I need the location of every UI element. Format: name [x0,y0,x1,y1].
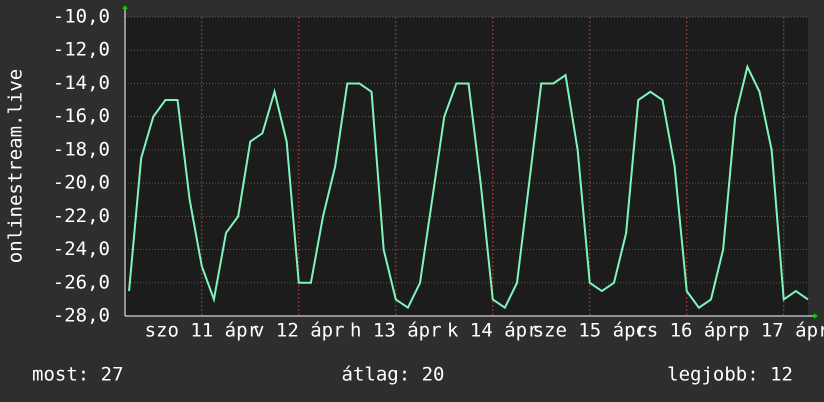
y-axis-label: onlinestream.live [5,69,27,263]
x-tick-label: v 12 ápr [253,320,345,342]
footer-current: most: 27 [32,364,124,386]
x-tick-label: k 14 ápr [447,320,539,342]
axis-arrow [122,5,128,9]
x-tick-label: p 17 ápr [738,320,824,342]
y-tick-label: -22,0 [53,205,110,227]
y-tick-label: -24,0 [53,238,110,260]
axis-arrow [814,313,818,319]
footer-average: átlag: 20 [342,364,445,386]
y-tick-label: -12,0 [53,39,110,61]
x-tick-label: h 13 ápr [350,320,442,342]
y-tick-label: -20,0 [53,172,110,194]
y-tick-label: -16,0 [53,105,110,127]
plot-area [125,17,808,316]
y-tick-label: -14,0 [53,72,110,94]
y-tick-label: -18,0 [53,138,110,160]
x-tick-label: szo 11 ápr [145,320,259,342]
y-tick-label: -26,0 [53,271,110,293]
x-tick-label: cs 16 ápr [635,320,738,342]
x-tick-label: sze 15 ápr [533,320,647,342]
data-line [128,63,809,310]
y-tick-label: -10,0 [53,6,110,28]
footer-best: legjobb: 12 [667,364,793,386]
y-tick-label: -28,0 [53,305,110,327]
